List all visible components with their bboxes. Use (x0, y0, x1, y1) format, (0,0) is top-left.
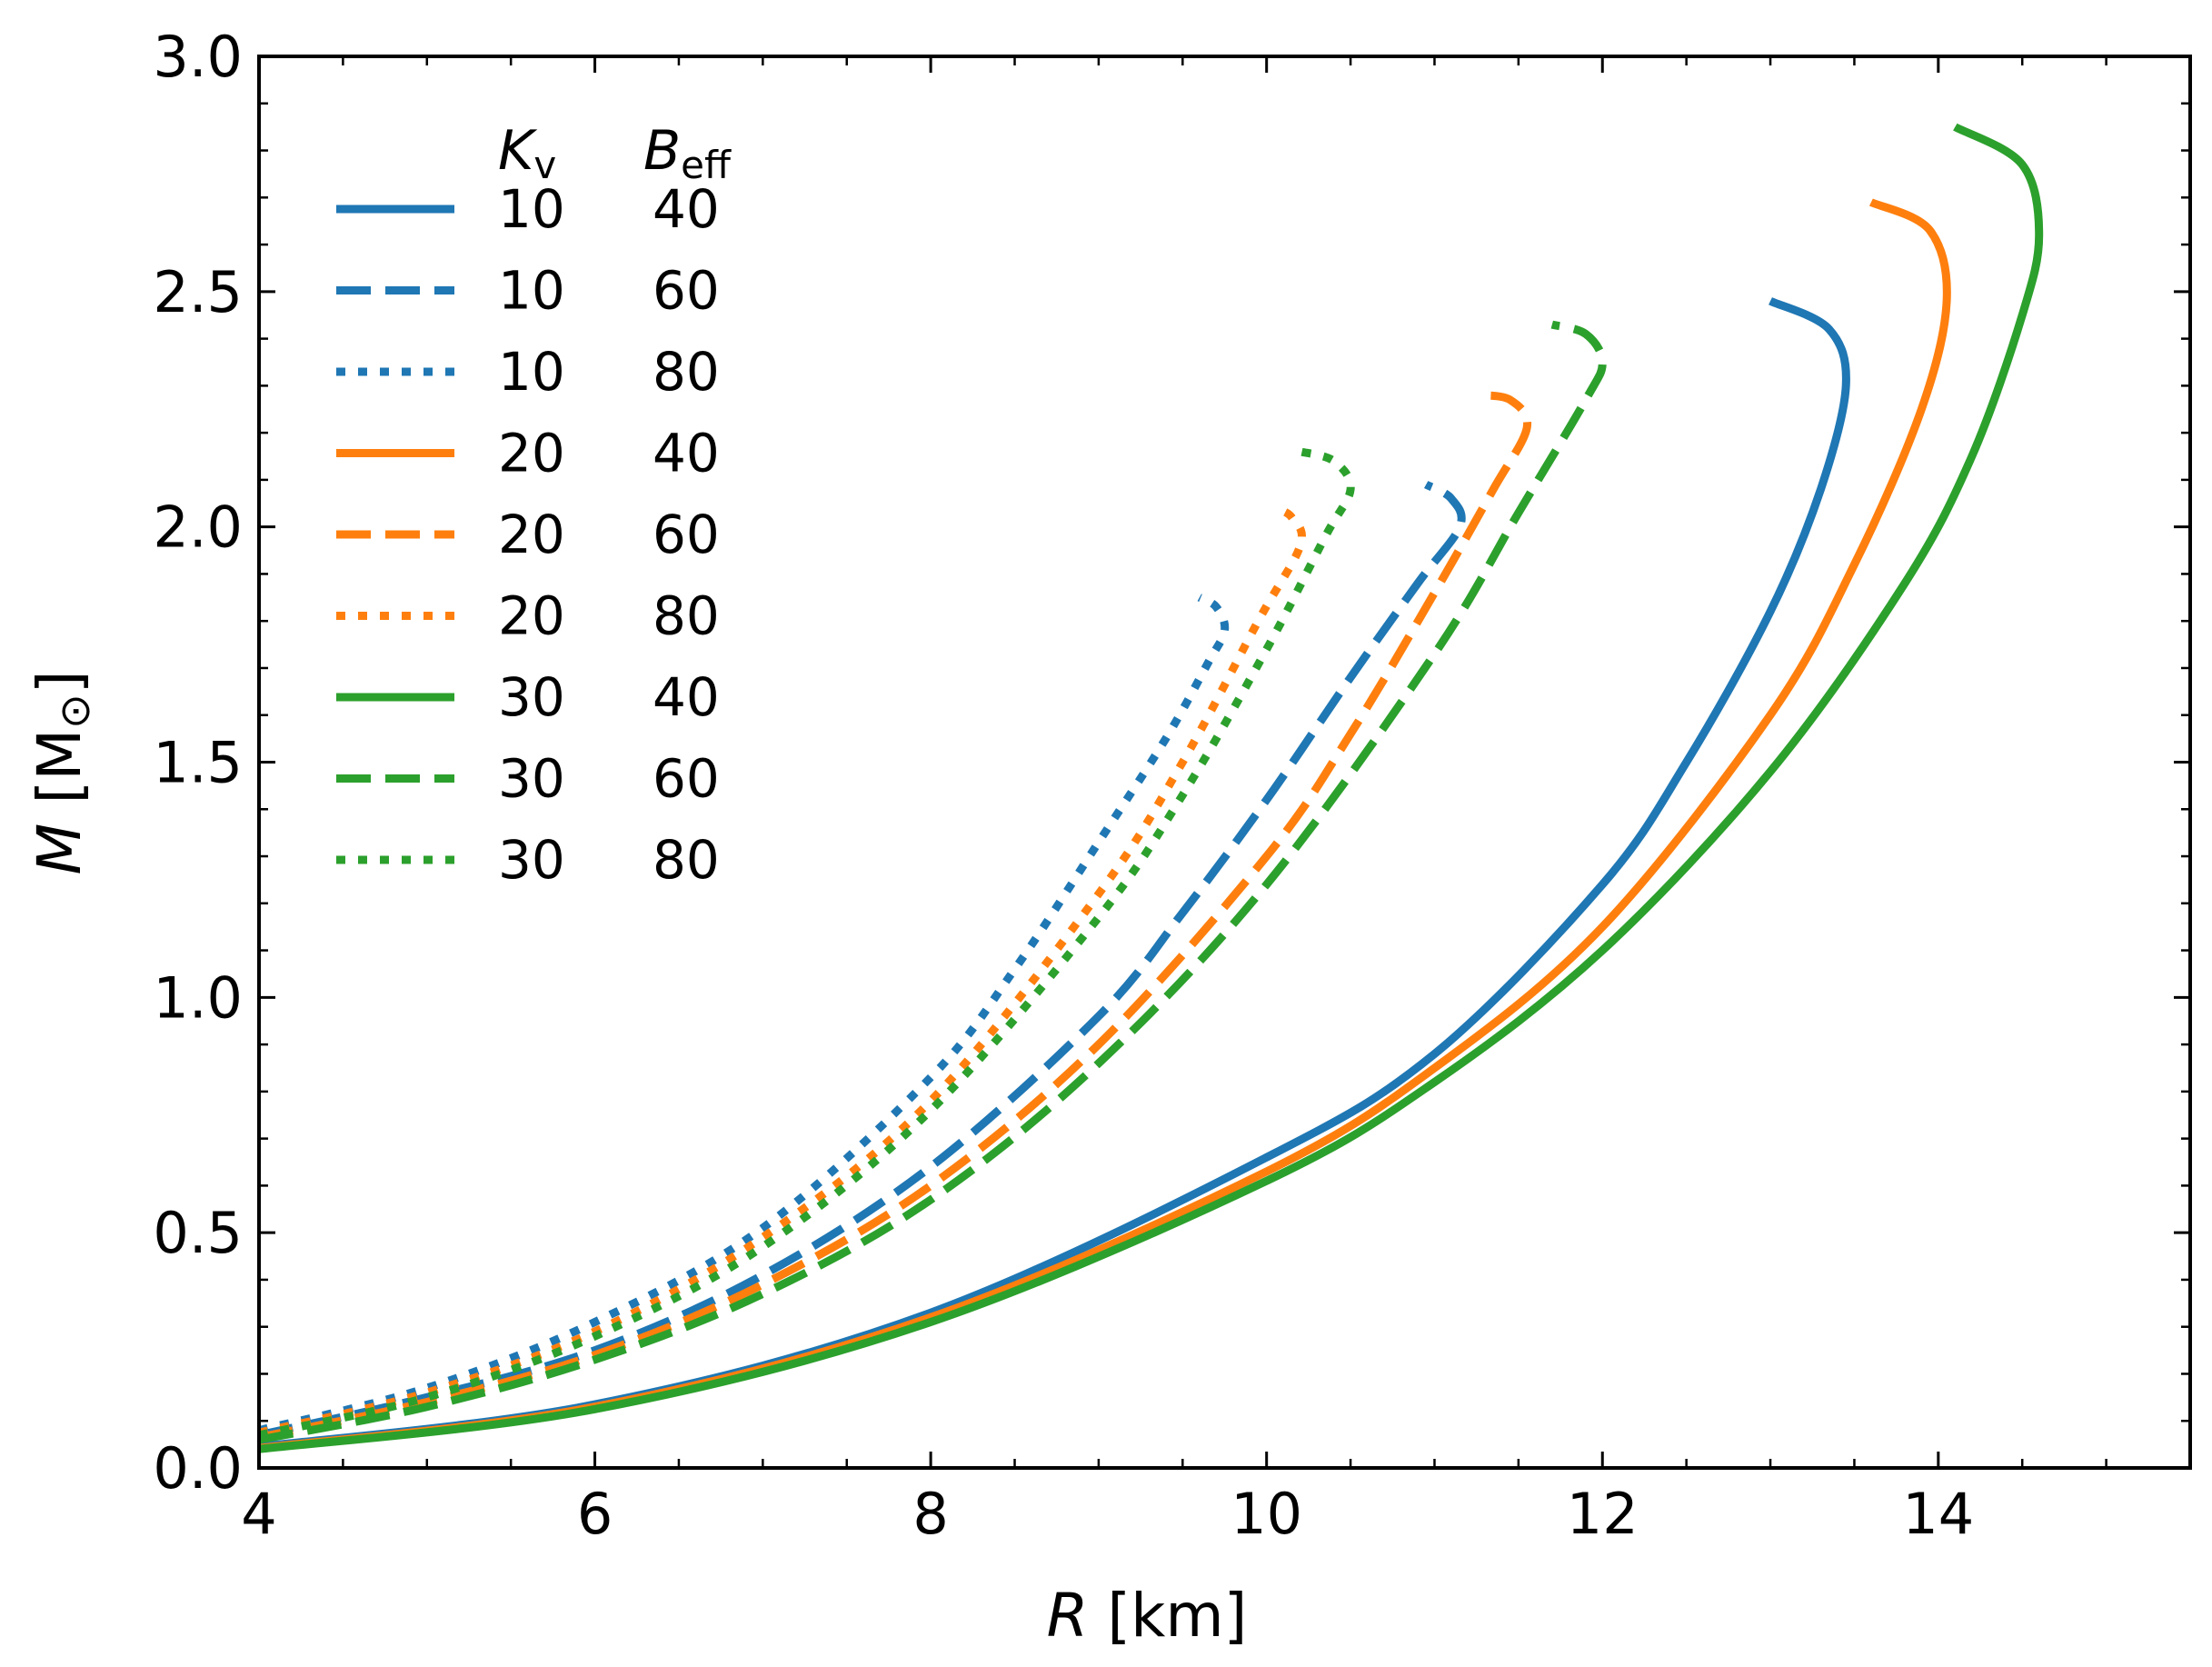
legend-kv-value: 30 (498, 748, 565, 810)
legend-header-beff: Beff (643, 119, 732, 187)
curve-kv30-beff40 (259, 123, 2044, 1453)
x-tick-label: 10 (1231, 1481, 1302, 1547)
legend-beff-value: 40 (653, 423, 720, 484)
y-tick-label: 0.0 (153, 1435, 243, 1502)
curve-kv20-beff60 (259, 391, 1532, 1442)
x-tick-label: 8 (912, 1481, 948, 1547)
legend-kv-value: 30 (498, 666, 565, 728)
curve-kv10-beff80 (259, 594, 1230, 1434)
curve-kv30-beff60 (259, 320, 1607, 1444)
y-tick-label: 2.5 (153, 259, 243, 325)
legend-beff-value: 40 (653, 666, 720, 728)
ticks-group: 4 6 8 10 12 14 0.0 0.5 1.0 1.5 2.0 2.5 3.0 (153, 24, 2192, 1547)
curve-kv30-beff80 (259, 447, 1355, 1440)
legend-beff-value: 80 (653, 829, 720, 891)
legend-beff-value: 80 (653, 585, 720, 647)
x-tick-label: 4 (241, 1481, 276, 1547)
legend-beff-value: 80 (653, 341, 720, 403)
curves-group (259, 123, 2044, 1453)
legend: Kv Beff 10 40 10 60 10 80 20 40 20 60 20 80 30 40 30 60… (336, 119, 732, 891)
x-tick-label: 14 (1902, 1481, 1974, 1547)
legend-kv-value: 20 (498, 423, 565, 484)
legend-kv-value: 20 (498, 585, 565, 647)
legend-kv-value: 30 (498, 829, 565, 891)
y-axis-label: M [M⊙] (25, 671, 99, 875)
x-axis-label: R [km] (1047, 1581, 1248, 1651)
legend-kv-value: 10 (498, 260, 565, 322)
y-tick-label: 3.0 (153, 24, 243, 90)
legend-rows: 10 40 10 60 10 80 20 40 20 60 20 80 30 40 30 60 30 80 (336, 178, 720, 891)
legend-beff-value: 60 (653, 260, 720, 322)
y-tick-label: 1.5 (153, 730, 243, 796)
y-tick-label: 1.0 (153, 964, 243, 1031)
curve-kv20-beff80 (259, 504, 1306, 1437)
curve-kv10-beff60 (259, 481, 1466, 1440)
y-tick-label: 0.5 (153, 1200, 243, 1266)
x-tick-label: 6 (577, 1481, 613, 1547)
legend-kv-value: 10 (498, 178, 565, 240)
x-tick-label: 12 (1567, 1481, 1639, 1547)
legend-header-kv: Kv (498, 119, 556, 187)
legend-beff-value: 60 (653, 748, 720, 810)
legend-kv-value: 10 (498, 341, 565, 403)
y-tick-label: 2.0 (153, 494, 243, 561)
legend-beff-value: 60 (653, 504, 720, 565)
legend-kv-value: 20 (498, 504, 565, 565)
legend-beff-value: 40 (653, 178, 720, 240)
